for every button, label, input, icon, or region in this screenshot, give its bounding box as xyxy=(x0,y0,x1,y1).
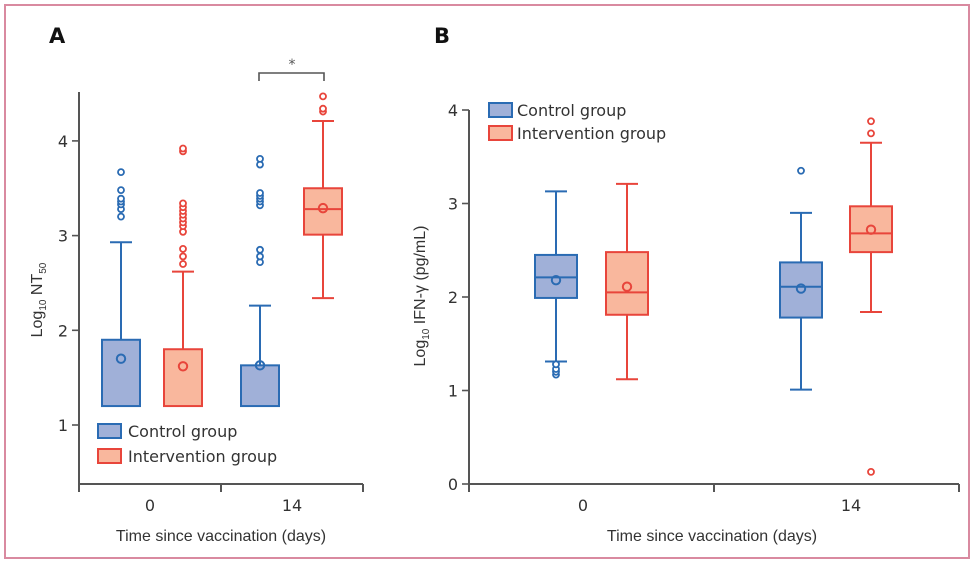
panel-a-significance-bracket: * xyxy=(258,57,325,81)
outlier-point xyxy=(179,199,187,208)
outlier-point xyxy=(552,360,560,369)
x-tick-label: 0 xyxy=(145,496,155,515)
panel-a-y-label: Log10 NT50 xyxy=(29,262,49,337)
panel-b-y-axis: 0 1 2 3 4 xyxy=(448,101,470,494)
figure-frame xyxy=(4,4,970,559)
legend-label-control: Control group xyxy=(517,101,626,120)
panel-a-boxes xyxy=(101,92,343,408)
mean-marker xyxy=(550,274,562,286)
outlier-point xyxy=(117,186,125,195)
outlier-point xyxy=(117,212,125,221)
y-label-sub50: 50 xyxy=(38,262,49,274)
outlier-point xyxy=(179,244,187,253)
box-control-day-14 xyxy=(779,166,823,391)
legend-label-intervention: Intervention group xyxy=(128,447,277,466)
box-intervention-day-0 xyxy=(605,182,649,381)
y-tick-label: 1 xyxy=(58,416,68,435)
mean-marker xyxy=(865,224,877,235)
panel-a-y-axis: 1 2 3 4 xyxy=(58,92,80,484)
box-intervention-day-14 xyxy=(303,92,343,300)
panel-a-legend: Control group Intervention group xyxy=(97,422,277,466)
legend-swatch-intervention xyxy=(97,448,122,464)
panel-b-letter: B xyxy=(434,24,450,48)
outlier-point xyxy=(867,467,875,476)
significance-bracket-line xyxy=(258,72,325,81)
outlier-point xyxy=(867,117,875,126)
box-control-day-0 xyxy=(101,168,141,408)
panel-a-x-label: Time since vaccination (days) xyxy=(116,528,326,545)
outlier-point xyxy=(256,154,264,163)
y-label-sub10: 10 xyxy=(421,328,432,340)
x-tick-label: 14 xyxy=(282,496,302,515)
outlier-point xyxy=(797,166,805,175)
outlier-point xyxy=(179,260,187,268)
box-control-day-0 xyxy=(534,190,578,379)
outlier-point xyxy=(256,252,264,261)
panel-b-y-label: Log10 IFN-γ (pg/mL) xyxy=(412,226,432,367)
y-tick-label: 2 xyxy=(58,321,68,340)
mean-marker xyxy=(177,361,189,372)
panel-b: B 0 1 2 3 4 0 14 Log10 IFN-γ (pg/mL) Time sin… xyxy=(412,24,960,545)
y-label-ifn: IFN-γ (pg/mL) xyxy=(412,226,429,329)
legend-swatch-control xyxy=(97,423,122,439)
panel-b-boxes xyxy=(534,117,893,476)
panel-b-legend: Control group Intervention group xyxy=(488,101,666,143)
outlier-point xyxy=(319,104,327,113)
y-tick-label: 3 xyxy=(448,195,458,214)
legend-swatch-intervention xyxy=(488,125,513,141)
significance-star: * xyxy=(289,57,296,73)
mean-marker xyxy=(254,360,266,371)
outlier-point xyxy=(256,189,264,197)
box-iqr xyxy=(240,364,280,408)
mean-marker xyxy=(317,202,329,214)
y-label-nt: NT xyxy=(29,274,46,300)
outlier-point xyxy=(117,168,125,177)
panel-b-x-axis: 0 14 xyxy=(468,483,960,515)
legend-label-intervention: Intervention group xyxy=(517,124,666,143)
legend-swatch-control xyxy=(488,102,513,118)
x-tick-label: 14 xyxy=(841,496,861,515)
y-label-log: Log xyxy=(412,340,429,367)
panel-a-x-axis: 0 14 xyxy=(78,483,364,515)
panel-a-letter: A xyxy=(49,24,66,48)
outlier-point xyxy=(867,129,875,138)
outlier-point xyxy=(179,252,187,261)
y-tick-label: 2 xyxy=(448,288,458,307)
box-control-day-14 xyxy=(240,154,280,408)
legend-label-control: Control group xyxy=(128,422,237,441)
panel-a: A 1 2 3 4 0 14 * Log10 NT50 Time since vacci… xyxy=(29,24,364,545)
outlier-point xyxy=(179,144,187,153)
box-intervention-day-0 xyxy=(163,144,203,408)
panel-b-x-label: Time since vaccination (days) xyxy=(607,528,817,545)
box-iqr xyxy=(779,261,823,319)
mean-marker xyxy=(621,281,633,292)
outlier-point xyxy=(117,194,125,203)
y-tick-label: 1 xyxy=(448,382,458,401)
box-iqr xyxy=(101,338,141,408)
y-tick-label: 0 xyxy=(448,475,458,494)
outlier-point xyxy=(319,92,327,101)
outlier-point xyxy=(256,245,264,254)
mean-marker xyxy=(115,353,127,364)
y-tick-label: 4 xyxy=(58,132,68,151)
box-iqr xyxy=(849,205,893,254)
y-label-sub10: 10 xyxy=(38,299,49,311)
mean-marker xyxy=(795,283,807,294)
x-tick-label: 0 xyxy=(578,496,588,515)
y-tick-label: 3 xyxy=(58,227,68,246)
box-iqr xyxy=(163,348,203,408)
y-label-log: Log xyxy=(29,311,46,338)
box-intervention-day-14 xyxy=(849,117,893,476)
y-tick-label: 4 xyxy=(448,101,458,120)
